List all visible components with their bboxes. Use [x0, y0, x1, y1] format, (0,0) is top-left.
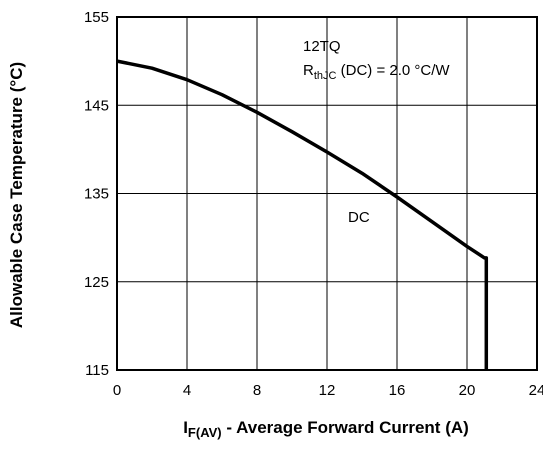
y-tick-label: 135 — [84, 186, 109, 203]
x-axis-title-rest: - Average Forward Current (A) — [222, 418, 469, 437]
rth-main: R — [303, 62, 314, 79]
x-tick-label: 12 — [319, 382, 336, 399]
y-tick-label: 125 — [84, 274, 109, 291]
y-tick-label: 145 — [84, 97, 109, 114]
rth-subscript: thJC — [314, 70, 337, 82]
rth-rest: (DC) = 2.0 °C/W — [336, 62, 450, 79]
x-tick-label: 16 — [389, 382, 406, 399]
x-axis-title-subscript: F(AV) — [188, 425, 222, 440]
series-label-dc: DC — [348, 209, 370, 226]
y-tick-labels: 115 125 135 145 155 — [84, 9, 109, 379]
y-axis-title: Allowable Case Temperature (°C) — [7, 62, 26, 328]
y-tick-label: 155 — [84, 9, 109, 26]
annotation-thermal-resistance: RthJC (DC) = 2.0 °C/W — [303, 62, 450, 82]
x-tick-label: 24 — [529, 382, 543, 399]
x-tick-labels: 0 4 8 12 16 20 24 — [113, 382, 543, 399]
x-tick-label: 8 — [253, 382, 261, 399]
y-tick-label: 115 — [85, 362, 109, 379]
x-axis-title: IF(AV) - Average Forward Current (A) — [183, 418, 469, 440]
annotation-part-number: 12TQ — [303, 38, 341, 55]
x-tick-label: 0 — [113, 382, 121, 399]
plot-frame — [116, 16, 538, 371]
x-tick-label: 4 — [183, 382, 191, 399]
x-axis-title-main: I — [183, 418, 188, 437]
x-tick-label: 20 — [459, 382, 476, 399]
series-line-dc — [116, 59, 489, 370]
